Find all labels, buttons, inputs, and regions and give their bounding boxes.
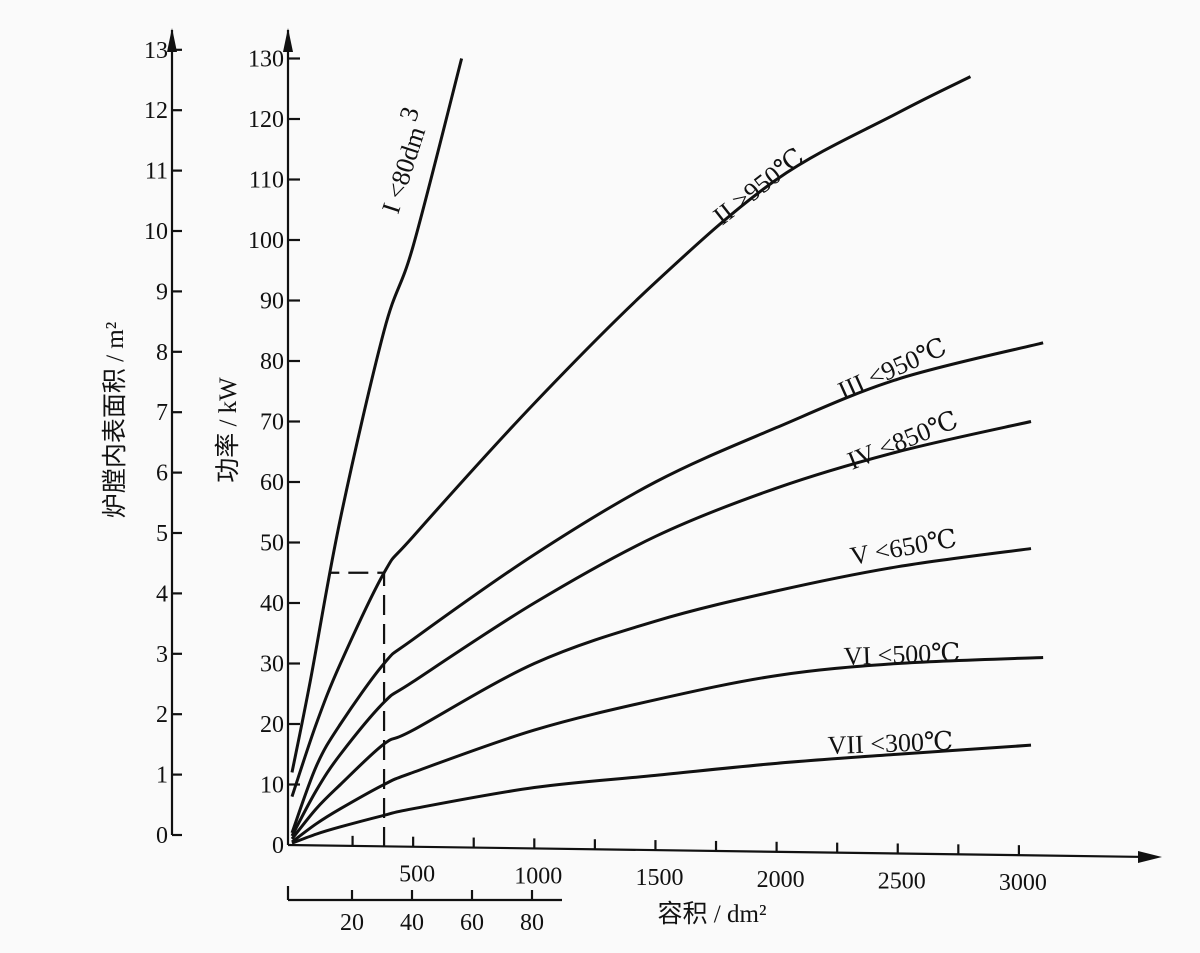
series-label-5: V <650℃: [848, 524, 959, 571]
series-line-2: [290, 75, 972, 798]
x-tick-label: 1500: [635, 865, 683, 891]
x-tick-label: 2500: [878, 868, 926, 894]
y2-tick-label: 11: [145, 159, 168, 185]
y-tick-label: 50: [260, 531, 284, 557]
x-axis-title: 容积 / dm²: [658, 900, 767, 928]
y2-tick-label: 12: [144, 98, 168, 124]
series-line-1: [290, 58, 464, 773]
y-tick-label: 40: [260, 591, 284, 617]
y-axis-arrow-icon: [283, 28, 293, 52]
series-line-4: [290, 420, 1032, 837]
y2-tick-label: 7: [156, 400, 168, 426]
y-axis-title: 功率 / kW: [214, 377, 242, 483]
y2-tick-label: 9: [156, 279, 168, 305]
y2-tick-label: 10: [144, 219, 168, 245]
series-label-superscript: 3: [393, 103, 425, 124]
y2-tick-label: 4: [156, 581, 168, 607]
y-tick-label: 80: [260, 349, 284, 375]
y2-tick-label: 6: [156, 461, 168, 487]
y-tick-label: 120: [248, 107, 284, 133]
y-tick-label: 10: [260, 773, 284, 799]
dashed-guide-line: [330, 571, 386, 847]
y-tick-label: 0: [272, 833, 284, 859]
y-tick-label: 100: [248, 228, 284, 254]
y2-tick-label: 13: [144, 38, 168, 64]
x2-tick-label: 80: [520, 910, 544, 936]
x2-tick-label: 40: [400, 910, 424, 936]
series-label-7: VII <300℃: [827, 727, 953, 760]
axes: 0102030405060708090100110120130012345678…: [144, 28, 1162, 936]
y-tick-label: 130: [248, 47, 284, 73]
x-axis-line: [287, 843, 1151, 859]
series-line-5: [290, 547, 1032, 840]
y2-tick-label: 1: [156, 763, 168, 789]
series-line-3: [290, 341, 1044, 834]
series-label-6: VI <500℃: [843, 638, 961, 671]
y2-tick-label: 3: [156, 642, 168, 668]
x-tick-label: 1000: [514, 863, 562, 889]
x-axis-arrow-icon: [1138, 851, 1162, 863]
series-label-2: II >950℃: [708, 142, 810, 230]
x-tick-label: 500: [399, 862, 435, 888]
y-tick-label: 90: [260, 289, 284, 315]
y-tick-label: 20: [260, 712, 284, 738]
y2-tick-label: 0: [156, 823, 168, 849]
curves: [290, 58, 1044, 847]
y-tick-label: 30: [260, 652, 284, 678]
y2-axis-arrow-icon: [167, 28, 177, 52]
x2-tick-label: 60: [460, 910, 484, 936]
series-line-6: [291, 655, 1044, 844]
y-tick-label: 110: [249, 168, 284, 194]
y2-tick-label: 2: [156, 702, 168, 728]
y2-axis-title: 炉膛内表面积 / m²: [101, 322, 129, 518]
y-tick-label: 70: [260, 410, 284, 436]
x-tick-label: 2000: [757, 867, 805, 893]
x2-tick-label: 20: [340, 910, 364, 936]
y2-tick-label: 8: [156, 340, 168, 366]
x-tick-label: 3000: [999, 870, 1047, 896]
y2-tick-label: 5: [156, 521, 168, 547]
series-line-7: [291, 743, 1032, 845]
y-tick-label: 60: [260, 470, 284, 496]
